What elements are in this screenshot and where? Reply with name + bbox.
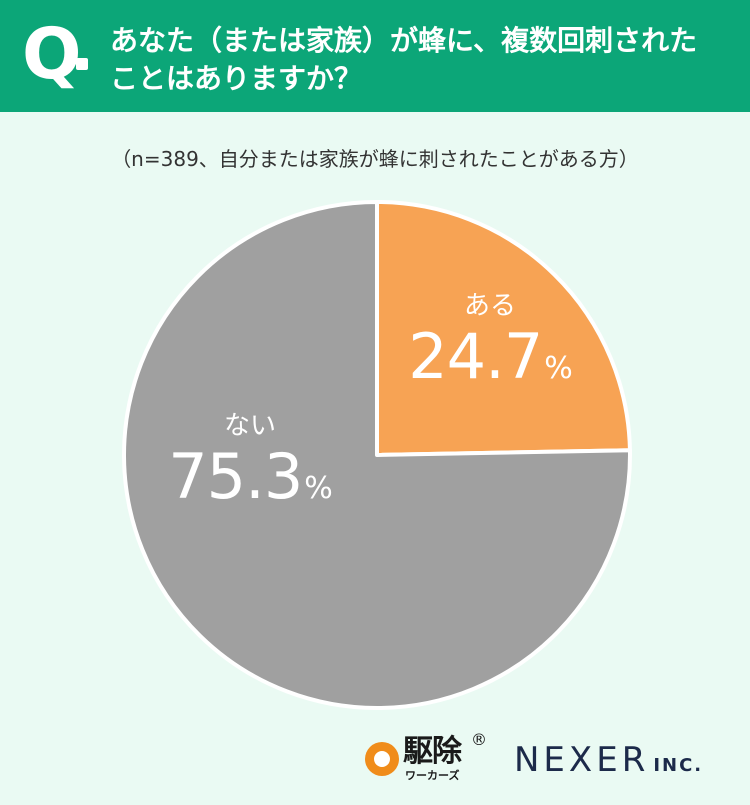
question-text: あなた（または家族）が蜂に、複数回刺された ことはありますか？ — [110, 24, 698, 95]
slice-unit-aru: % — [544, 351, 572, 386]
slice-label-nai: ない 75.3% — [140, 410, 360, 524]
slice-number-aru: 24.7 — [408, 320, 543, 393]
pie-slice-nai — [122, 200, 632, 710]
slice-value-nai: 75.3% — [140, 442, 360, 524]
slice-label-aru: ある 24.7% — [380, 290, 600, 404]
kujo-logo-icon — [365, 742, 399, 776]
header-banner: Q あなた（または家族）が蜂に、複数回刺された ことはありますか？ — [0, 0, 750, 112]
chart-subtitle: （n=389、自分または家族が蜂に刺されたことがある方） — [111, 147, 639, 171]
registered-mark: ® — [471, 730, 487, 749]
kujo-logo-subtext: ワーカーズ — [405, 769, 460, 782]
q-dot-icon — [76, 58, 88, 70]
nexer-logo: NEXER INC. — [514, 740, 703, 786]
nexer-logo-suffix: INC. — [653, 755, 704, 776]
slice-name-aru: ある — [463, 291, 516, 321]
q-mark: Q — [22, 13, 82, 95]
slice-value-aru: 24.7% — [380, 322, 600, 404]
pie-slice-aru — [375, 200, 632, 457]
nexer-logo-name: NEXER — [514, 740, 650, 780]
slice-unit-nai: % — [304, 471, 332, 506]
slice-name-nai: ない — [223, 411, 276, 441]
slice-number-nai: 75.3 — [168, 440, 303, 513]
kujo-workers-logo: 駆除 ワーカーズ ® — [365, 730, 495, 784]
kujo-logo-text: 駆除 — [403, 734, 462, 769]
